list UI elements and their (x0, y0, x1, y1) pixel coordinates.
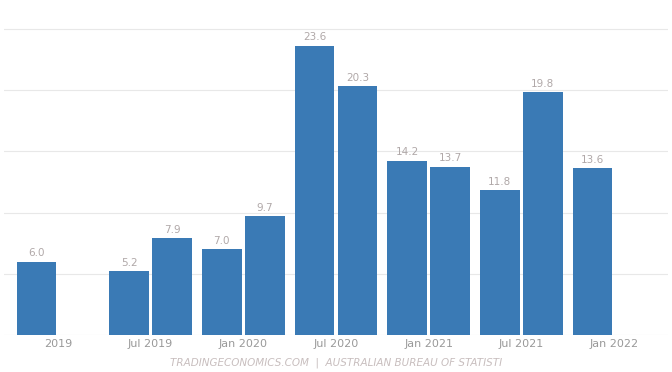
Text: 6.0: 6.0 (28, 248, 45, 258)
Text: 14.2: 14.2 (396, 147, 419, 157)
Bar (153, 238, 192, 335)
Bar (110, 271, 149, 335)
Text: 23.6: 23.6 (303, 32, 326, 42)
Bar (480, 190, 519, 335)
Bar (245, 216, 285, 335)
Text: TRADINGECONOMICS.COM  |  AUSTRALIAN BUREAU OF STATISTI: TRADINGECONOMICS.COM | AUSTRALIAN BUREAU… (170, 358, 502, 368)
Bar (17, 262, 56, 335)
Text: 11.8: 11.8 (489, 177, 511, 187)
Text: 13.6: 13.6 (581, 155, 604, 165)
Bar (387, 161, 427, 335)
Bar (294, 46, 335, 335)
Text: 5.2: 5.2 (121, 258, 138, 268)
Text: 13.7: 13.7 (439, 154, 462, 163)
Bar (337, 86, 378, 335)
Text: 19.8: 19.8 (532, 79, 554, 89)
Text: 7.9: 7.9 (164, 225, 181, 235)
Text: 9.7: 9.7 (257, 202, 273, 212)
Bar (202, 249, 242, 335)
Bar (523, 92, 562, 335)
Text: 7.0: 7.0 (214, 235, 230, 246)
Bar (430, 167, 470, 335)
Text: 20.3: 20.3 (346, 73, 369, 83)
Bar (573, 169, 612, 335)
